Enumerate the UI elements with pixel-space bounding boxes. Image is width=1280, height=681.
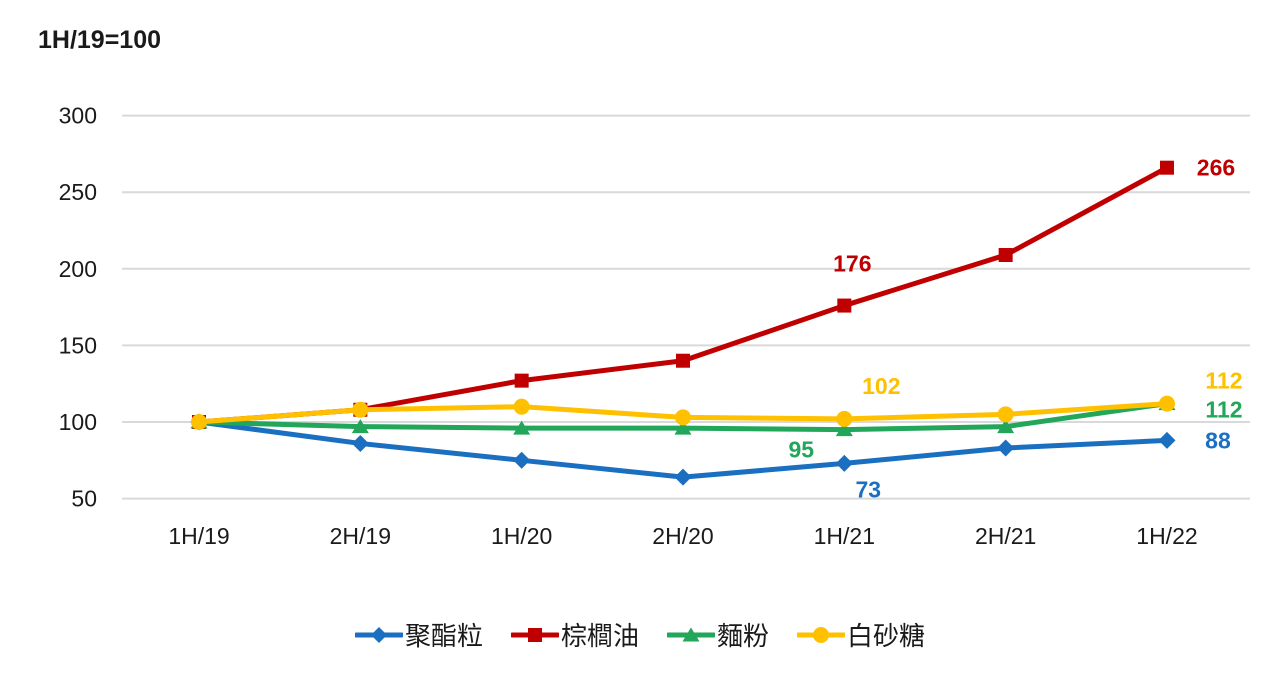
- marker-palm-oil-4: [837, 298, 852, 313]
- point-label-sugar-102: 102: [862, 373, 900, 399]
- marker-sugar-3: [674, 409, 691, 426]
- chart-title: 1H/19=100: [38, 26, 162, 54]
- y-axis-tick-label: 200: [59, 256, 97, 282]
- x-axis-tick-label: 2H/20: [652, 523, 713, 549]
- y-axis-tick-label: 100: [59, 409, 97, 435]
- point-label-sugar-112: 112: [1205, 368, 1242, 394]
- legend-circle-marker-icon: [797, 626, 846, 643]
- marker-flour-1: [351, 419, 369, 434]
- marker-sugar-6: [1158, 395, 1175, 412]
- legend-label: 麵粉: [717, 621, 770, 651]
- x-axis-tick-label: 1H/22: [1136, 523, 1197, 549]
- point-label-flour-95: 95: [789, 437, 815, 463]
- legend-triangle-marker-icon: [667, 627, 715, 641]
- legend-diamond-marker-icon: [354, 626, 403, 643]
- marker-palm-oil-3: [675, 353, 690, 368]
- marker-polyester-3: [674, 468, 692, 486]
- legend-label: 聚酯粒: [404, 621, 483, 651]
- legend-item-flour: 麵粉: [667, 616, 769, 653]
- marker-sugar-4: [836, 410, 853, 427]
- marker-flour-4: [835, 422, 853, 437]
- x-axis-tick-label: 1H/19: [168, 523, 229, 549]
- y-axis-tick-label: 300: [59, 103, 97, 129]
- point-label-flour-112: 112: [1205, 397, 1242, 423]
- y-axis-tick-label: 150: [59, 332, 97, 358]
- marker-polyester-1: [351, 434, 369, 452]
- marker-polyester-4: [835, 454, 853, 472]
- legend-label: 棕櫚油: [560, 621, 639, 651]
- x-axis-tick-label: 2H/19: [330, 523, 391, 549]
- legend-item-palm-oil: 棕櫚油: [510, 616, 639, 653]
- marker-sugar-2: [513, 398, 530, 415]
- marker-sugar-1: [352, 401, 369, 418]
- x-axis-tick-label: 1H/20: [491, 523, 552, 549]
- marker-flour-3: [674, 420, 692, 435]
- legend-square-marker-icon: [510, 627, 559, 642]
- marker-polyester-6: [1158, 431, 1176, 449]
- legend: 聚酯粒 棕櫚油 麵粉 白砂糖: [0, 616, 1280, 653]
- marker-palm-oil-5: [998, 248, 1013, 263]
- marker-palm-oil-6: [1159, 160, 1174, 175]
- series-line-palm-oil: [196, 165, 1170, 425]
- point-label-palm-oil-176: 176: [833, 251, 871, 277]
- x-axis-tick-label: 1H/21: [814, 523, 875, 549]
- legend-item-sugar: 白砂糖: [797, 616, 925, 653]
- marker-flour-2: [513, 420, 531, 435]
- marker-polyester-5: [997, 439, 1015, 457]
- point-label-polyester-88: 88: [1205, 427, 1231, 453]
- legend-label: 白砂糖: [847, 621, 926, 651]
- marker-polyester-2: [513, 451, 531, 469]
- x-axis-tick-label: 2H/21: [975, 523, 1036, 549]
- y-axis-tick-label: 50: [71, 486, 97, 512]
- point-label-palm-oil-266: 266: [1197, 155, 1235, 181]
- legend-item-polyester: 聚酯粒: [354, 616, 483, 653]
- y-axis-tick-label: 250: [59, 179, 97, 205]
- marker-palm-oil-2: [514, 373, 529, 388]
- marker-flour-5: [997, 419, 1015, 434]
- marker-sugar-5: [997, 406, 1014, 423]
- marker-sugar-0: [191, 414, 207, 430]
- point-label-polyester-73: 73: [856, 476, 882, 502]
